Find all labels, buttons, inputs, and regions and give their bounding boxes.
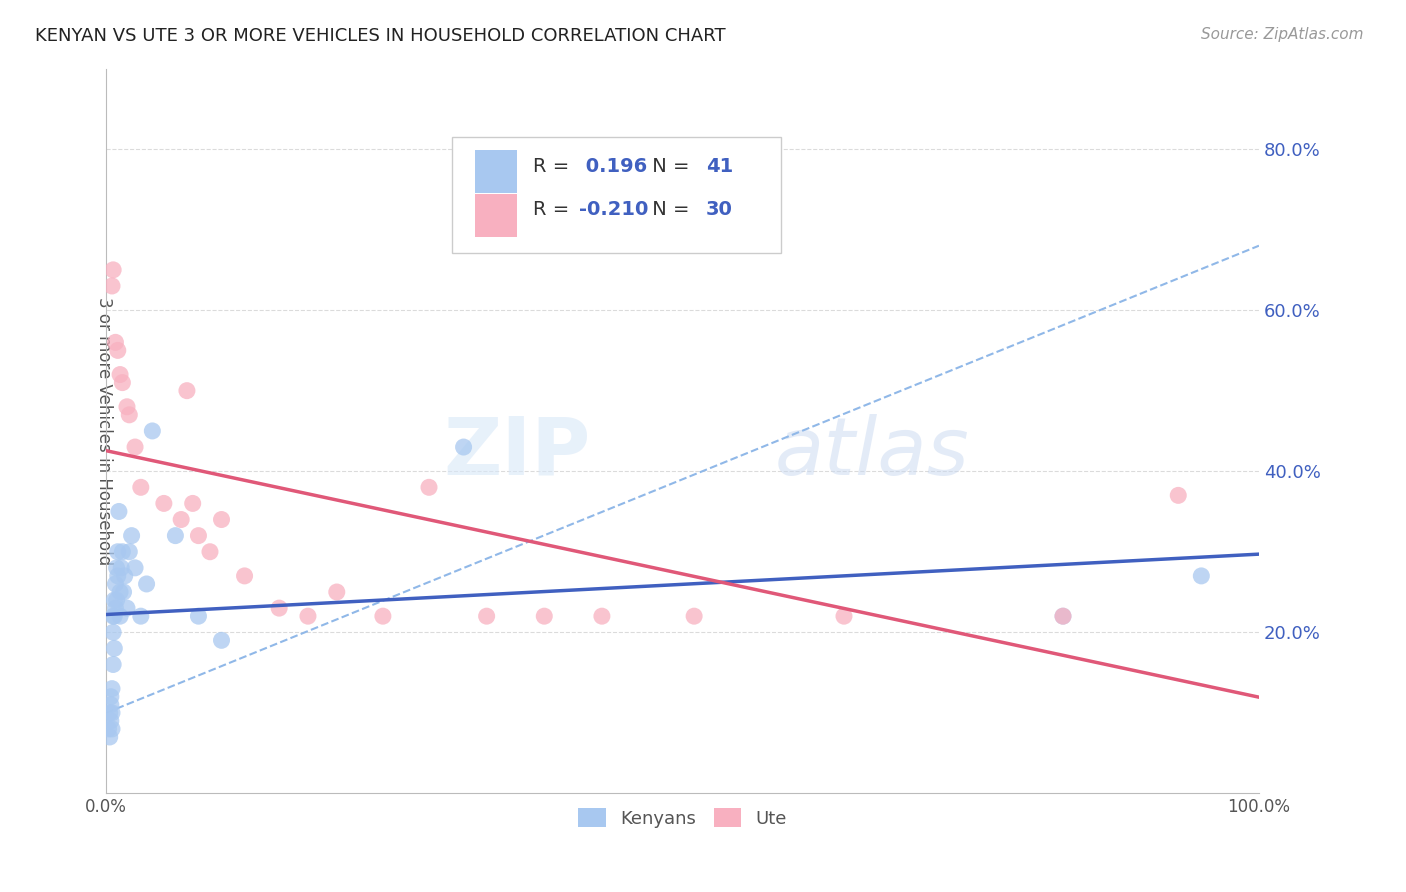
Point	[98, 706, 121, 720]
Text: N =: N =	[645, 201, 696, 219]
FancyBboxPatch shape	[475, 151, 516, 194]
Text: N =: N =	[645, 157, 696, 176]
Text: R =: R =	[533, 157, 575, 176]
Point	[101, 706, 124, 720]
Legend: Kenyans, Ute: Kenyans, Ute	[571, 801, 794, 835]
Point	[176, 384, 198, 398]
Point	[141, 424, 163, 438]
Point	[103, 609, 125, 624]
Point	[832, 609, 855, 624]
Point	[187, 609, 209, 624]
Text: Source: ZipAtlas.com: Source: ZipAtlas.com	[1201, 27, 1364, 42]
Point	[101, 279, 124, 293]
Point	[233, 569, 256, 583]
Point	[101, 263, 124, 277]
Point	[118, 545, 141, 559]
Point	[111, 376, 134, 390]
Point	[211, 512, 233, 526]
Point	[107, 343, 129, 358]
Point	[115, 400, 138, 414]
Text: atlas: atlas	[775, 414, 970, 491]
Point	[418, 480, 440, 494]
Point	[533, 609, 555, 624]
Point	[108, 368, 131, 382]
Point	[1052, 609, 1074, 624]
Point	[108, 504, 131, 518]
Text: 41: 41	[706, 157, 733, 176]
Point	[453, 440, 475, 454]
Point	[103, 641, 125, 656]
Point	[181, 496, 204, 510]
Point	[1052, 609, 1074, 624]
Point	[135, 577, 157, 591]
Point	[129, 480, 152, 494]
Point	[475, 609, 498, 624]
Point	[100, 698, 122, 712]
Text: KENYAN VS UTE 3 OR MORE VEHICLES IN HOUSEHOLD CORRELATION CHART: KENYAN VS UTE 3 OR MORE VEHICLES IN HOUS…	[35, 27, 725, 45]
Point	[114, 569, 136, 583]
Point	[98, 730, 121, 744]
Point	[112, 585, 135, 599]
Point	[108, 585, 131, 599]
Point	[111, 545, 134, 559]
Point	[105, 593, 128, 607]
Point	[683, 609, 706, 624]
Point	[124, 440, 146, 454]
Point	[1167, 488, 1189, 502]
Point	[104, 601, 127, 615]
Point	[103, 593, 125, 607]
Point	[121, 528, 143, 542]
Point	[107, 545, 129, 559]
Point	[118, 408, 141, 422]
Point	[153, 496, 176, 510]
Point	[591, 609, 613, 624]
FancyBboxPatch shape	[475, 194, 516, 236]
Point	[269, 601, 291, 615]
Y-axis label: 3 or more Vehicles in Household: 3 or more Vehicles in Household	[96, 297, 112, 565]
Point	[97, 722, 120, 736]
Point	[101, 609, 124, 624]
Point	[107, 569, 129, 583]
Point	[108, 609, 131, 624]
Point	[101, 681, 124, 696]
Point	[105, 561, 128, 575]
Point	[100, 690, 122, 704]
Point	[1189, 569, 1212, 583]
Text: 30: 30	[706, 201, 733, 219]
Point	[129, 609, 152, 624]
Point	[124, 561, 146, 575]
Text: 0.196: 0.196	[579, 157, 647, 176]
Point	[371, 609, 394, 624]
Point	[170, 512, 193, 526]
Point	[326, 585, 349, 599]
Point	[187, 528, 209, 542]
Point	[165, 528, 187, 542]
Point	[104, 577, 127, 591]
Point	[100, 714, 122, 728]
FancyBboxPatch shape	[453, 137, 780, 253]
Point	[297, 609, 319, 624]
Point	[115, 601, 138, 615]
Text: -0.210: -0.210	[579, 201, 648, 219]
Point	[110, 561, 132, 575]
Point	[101, 657, 124, 672]
Text: R =: R =	[533, 201, 575, 219]
Text: ZIP: ZIP	[443, 414, 591, 491]
Point	[104, 335, 127, 350]
Point	[211, 633, 233, 648]
Point	[101, 722, 124, 736]
Point	[198, 545, 221, 559]
Point	[101, 625, 124, 640]
